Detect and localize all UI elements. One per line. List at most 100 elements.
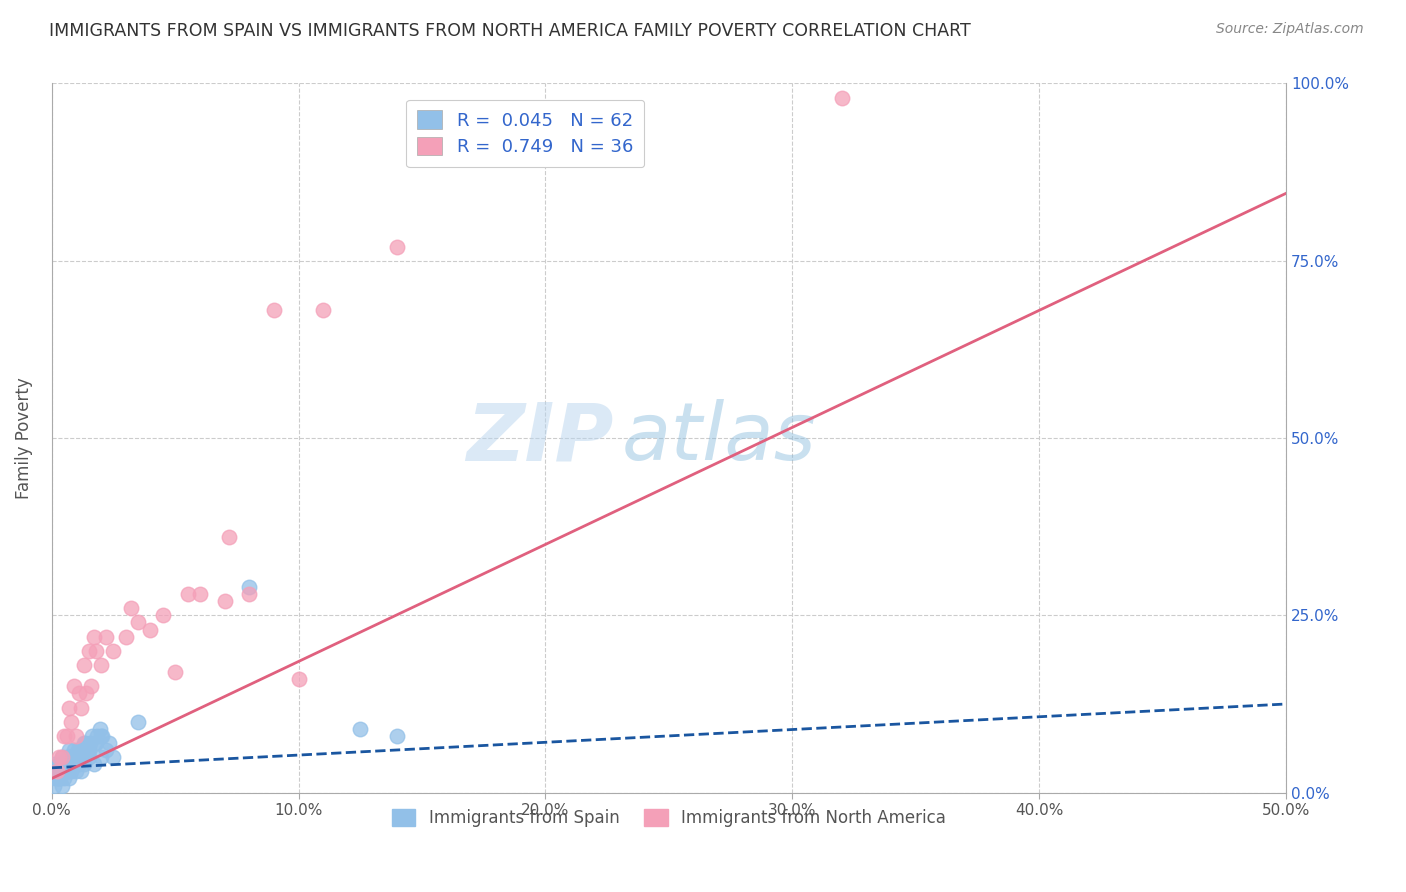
Point (387, 729, 409, 743)
Point (60, 750, 83, 764)
Point (66, 743, 89, 757)
Point (59, 750, 82, 764)
Point (63, 743, 86, 757)
Point (53, 772, 76, 786)
Point (53, 757, 76, 772)
Text: Source: ZipAtlas.com: Source: ZipAtlas.com (1216, 22, 1364, 37)
Point (65, 729, 87, 743)
Point (73, 757, 96, 772)
Point (55, 757, 77, 772)
Point (86, 729, 108, 743)
Point (44, 779, 66, 793)
Point (83, 757, 105, 772)
Text: atlas: atlas (621, 399, 817, 477)
Text: ZIP: ZIP (465, 399, 613, 477)
Point (152, 608, 174, 623)
Point (80, 679, 103, 693)
Point (263, 303, 285, 318)
Point (70, 764, 93, 779)
Point (83, 630, 105, 644)
Point (48, 750, 70, 764)
Point (56, 764, 79, 779)
Point (238, 587, 260, 601)
Point (55, 750, 77, 764)
Point (238, 580, 260, 594)
Point (127, 714, 149, 729)
Text: IMMIGRANTS FROM SPAIN VS IMMIGRANTS FROM NORTH AMERICA FAMILY POVERTY CORRELATIO: IMMIGRANTS FROM SPAIN VS IMMIGRANTS FROM… (49, 22, 972, 40)
Point (67, 686, 90, 700)
Legend: Immigrants from Spain, Immigrants from North America: Immigrants from Spain, Immigrants from N… (385, 803, 952, 834)
Point (349, 722, 371, 736)
Point (139, 623, 162, 637)
Point (45, 772, 67, 786)
Point (77, 644, 100, 658)
Point (75, 686, 97, 700)
Point (46, 764, 69, 779)
Point (63, 750, 86, 764)
Point (55, 764, 77, 779)
Point (69, 750, 91, 764)
Point (44, 757, 66, 772)
Point (75, 736, 97, 750)
Point (45, 764, 67, 779)
Point (94, 630, 117, 644)
Point (114, 630, 136, 644)
Point (65, 750, 87, 764)
Point (51, 750, 73, 764)
Point (58, 772, 80, 786)
Point (831, 90, 853, 104)
Point (91, 729, 114, 743)
Point (165, 665, 187, 679)
Point (84, 736, 107, 750)
Point (73, 658, 96, 673)
Point (70, 700, 93, 714)
Point (77, 750, 100, 764)
Point (60, 750, 83, 764)
Point (48, 764, 70, 779)
Point (62, 757, 84, 772)
Point (58, 700, 80, 714)
Point (48, 772, 70, 786)
Point (84, 736, 107, 750)
Point (72, 743, 94, 757)
Point (127, 615, 149, 630)
Point (312, 303, 335, 318)
Point (90, 750, 112, 764)
Point (51, 779, 73, 793)
Point (387, 239, 409, 253)
Point (287, 672, 309, 686)
Point (52, 764, 75, 779)
Point (103, 644, 125, 658)
Point (73, 736, 96, 750)
Point (45, 764, 67, 779)
Point (214, 594, 236, 608)
Point (63, 757, 86, 772)
Point (63, 679, 86, 693)
Point (89, 722, 111, 736)
Point (84, 644, 107, 658)
Point (82, 729, 104, 743)
Point (97, 736, 120, 750)
Point (51, 750, 73, 764)
Point (65, 764, 87, 779)
Point (60, 714, 83, 729)
Point (48, 757, 70, 772)
Point (44, 772, 66, 786)
Point (90, 658, 112, 673)
Point (53, 729, 76, 743)
Point (55, 729, 77, 743)
Point (49, 772, 72, 786)
Point (77, 743, 100, 757)
Point (103, 750, 125, 764)
Point (76, 743, 98, 757)
Point (79, 736, 101, 750)
Point (120, 601, 142, 615)
Point (53, 757, 76, 772)
Point (188, 587, 211, 601)
Point (51, 764, 73, 779)
Point (90, 729, 112, 743)
Point (176, 587, 198, 601)
Point (58, 743, 80, 757)
Point (67, 757, 90, 772)
Point (60, 764, 83, 779)
